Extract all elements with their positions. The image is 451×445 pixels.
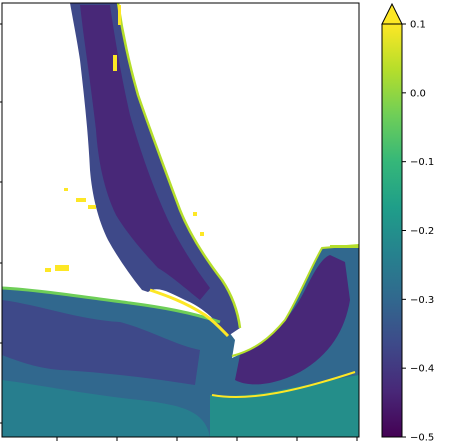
colorbar: 0.1 0.0 −0.1 −0.2 −0.3 −0.4 −0.5: [381, 2, 434, 444]
y-ticks: [0, 23, 2, 424]
colorbar-tick-label: −0.2: [410, 226, 434, 237]
heatmap-region-right-dark: [235, 255, 350, 385]
colorbar-tick-label: −0.1: [410, 157, 434, 168]
heatmap-region-tongue-core: [80, 5, 210, 300]
colorbar-tick-label: −0.5: [410, 433, 434, 444]
axes-frame: [1, 2, 360, 438]
colorbar-tick-label: −0.4: [410, 364, 434, 375]
heatmap-edge-inner: [149, 288, 230, 338]
heatmap-edge-right: [231, 244, 359, 357]
heatmap-edge-lower-bright: [211, 371, 356, 398]
heatmap-edge-tongue-right: [116, 3, 242, 329]
heatmap-speckles: [45, 5, 359, 272]
colorbar-extend-max: [381, 2, 403, 25]
heatmap-region-lower-dark: [2, 300, 200, 385]
heatmap-region-lower: [2, 245, 359, 437]
colorbar-tick-label: −0.3: [410, 295, 434, 306]
heatmap-field: [2, 3, 359, 437]
heatmap-axes: [0, 2, 360, 441]
heatmap-edge-shore: [2, 286, 221, 324]
colorbar-tick-label: 0.0: [410, 88, 426, 99]
heatmap-region-bottom-teal: [210, 375, 359, 437]
colorbar-tick-label: 0.1: [410, 20, 426, 31]
x-ticks: [56, 437, 358, 441]
colorbar-ticks: 0.1 0.0 −0.1 −0.2 −0.3 −0.4 −0.5: [402, 20, 434, 444]
colorbar-body: [382, 24, 402, 437]
heatmap-region-bottom-green: [2, 380, 210, 437]
